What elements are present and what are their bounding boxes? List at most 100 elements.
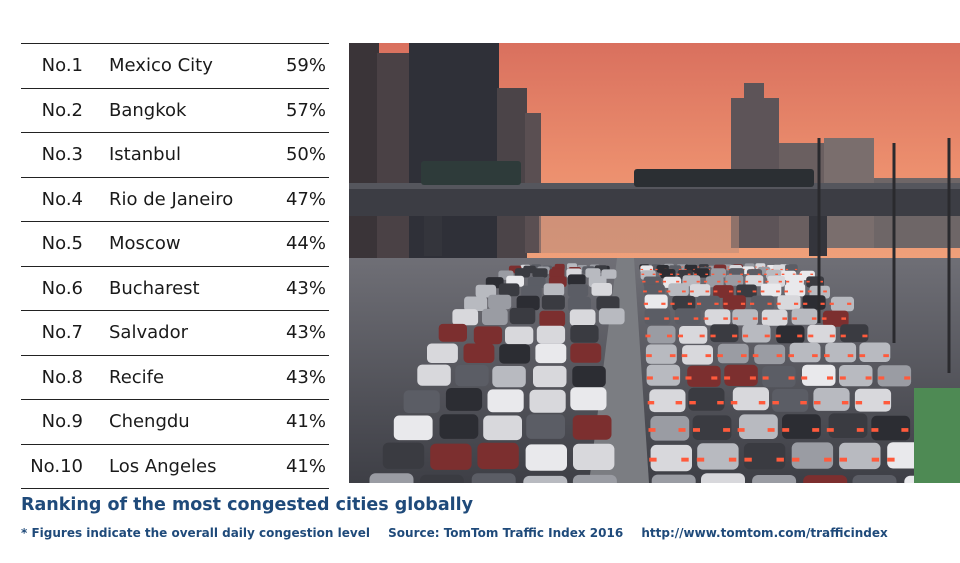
page-title: Ranking of the most congested cities glo… [21, 495, 474, 515]
car [477, 442, 519, 470]
car [777, 295, 801, 310]
tail-light [714, 302, 719, 305]
car [732, 309, 758, 326]
green-bus [914, 388, 960, 483]
car [473, 326, 503, 345]
congestion-level: 43% [285, 322, 326, 344]
city-name: Moscow [109, 233, 181, 255]
tail-light [778, 280, 782, 283]
tail-light [841, 401, 849, 405]
car [445, 388, 483, 411]
car [650, 444, 692, 472]
tail-light [723, 317, 728, 320]
tail-light [729, 290, 733, 293]
tail-light [781, 273, 785, 275]
tail-light [904, 376, 911, 380]
tail-light [685, 376, 692, 380]
car [822, 310, 849, 327]
car [839, 365, 873, 387]
tail-light [749, 376, 756, 380]
tail-light [799, 280, 803, 283]
rank-number: No.8 [41, 366, 83, 388]
tail-light [645, 334, 651, 338]
car [535, 343, 567, 364]
tail-light [776, 354, 783, 358]
car [688, 387, 725, 411]
tail-light [727, 268, 731, 271]
tail-light [646, 376, 653, 380]
tail-light [697, 266, 700, 268]
city-name: Chengdu [109, 411, 190, 433]
car [697, 443, 739, 470]
car [732, 387, 769, 411]
tail-light [762, 376, 769, 380]
tail-light [681, 354, 688, 358]
tail-light [839, 457, 847, 462]
tail-light [764, 273, 767, 275]
car [539, 310, 566, 327]
tail-light [788, 376, 795, 380]
car [572, 415, 612, 440]
car [854, 388, 892, 412]
tail-light [782, 428, 790, 432]
car [509, 307, 536, 325]
car [419, 474, 464, 483]
tail-light [799, 290, 804, 293]
tail-light [661, 302, 666, 305]
car [430, 443, 472, 470]
tail-light [687, 302, 692, 305]
tail-light [887, 457, 895, 462]
footnote-url: http://www.tomtom.com/trafficindex [641, 526, 888, 540]
tail-light [676, 273, 680, 275]
car [488, 294, 512, 310]
tail-light [646, 354, 652, 358]
tail-light [839, 376, 846, 380]
tail-light [814, 401, 821, 405]
city-name: Los Angeles [109, 455, 217, 477]
car [541, 295, 565, 310]
car [499, 344, 531, 364]
tail-light [806, 280, 810, 283]
car [871, 415, 911, 441]
tail-light [737, 428, 745, 432]
tail-light [728, 457, 737, 462]
tail-light [871, 457, 880, 462]
tail-light [724, 280, 728, 283]
congestion-level: 41% [285, 411, 326, 433]
tail-light [655, 280, 659, 283]
car [644, 284, 665, 298]
city-name: Bucharest [109, 277, 200, 299]
car [786, 274, 804, 286]
tail-light [776, 457, 784, 462]
tail-light [676, 280, 680, 283]
tail-light [684, 268, 687, 271]
car [713, 285, 734, 298]
tail-light [744, 280, 749, 283]
car [525, 444, 567, 471]
car [527, 276, 546, 288]
tail-light [647, 401, 655, 405]
tail-light [775, 334, 781, 338]
car [761, 309, 788, 326]
car [785, 264, 798, 272]
tail-light [847, 302, 852, 305]
tail-light [752, 354, 759, 358]
tail-light [717, 280, 721, 283]
table-row: No.10 Los Angeles 41% [21, 445, 329, 489]
city-name: Salvador [109, 322, 188, 344]
tail-light [648, 428, 656, 432]
car [745, 275, 764, 287]
tail-light [682, 290, 686, 293]
tail-light [643, 302, 648, 305]
car [529, 389, 566, 413]
tail-light [865, 376, 872, 380]
rank-number: No.1 [41, 55, 83, 77]
congestion-level: 47% [285, 188, 326, 210]
car [523, 475, 568, 483]
tail-light [690, 290, 694, 293]
tail-light [705, 354, 712, 358]
car [830, 296, 854, 312]
tail-light [694, 273, 697, 275]
car [839, 442, 881, 470]
car [789, 342, 821, 363]
